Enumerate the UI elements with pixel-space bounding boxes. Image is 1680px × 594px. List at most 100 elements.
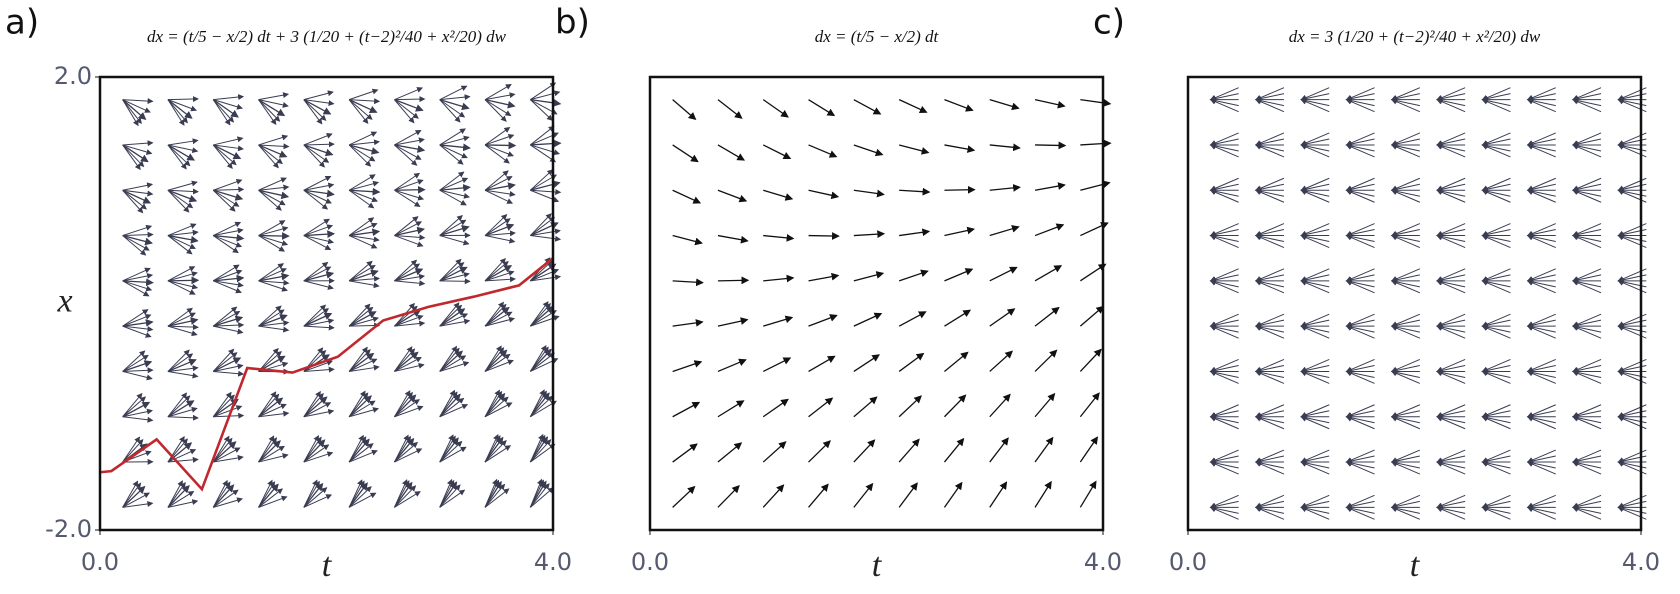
drift-arrow xyxy=(808,314,838,327)
noise-arrow xyxy=(1390,410,1420,419)
noise-arrow xyxy=(1436,410,1466,419)
noise-arrow xyxy=(258,99,281,122)
noise-arrow xyxy=(1345,364,1375,374)
noise-arrow xyxy=(1572,358,1602,373)
noise-arrow xyxy=(303,308,330,327)
noise-arrow xyxy=(439,171,465,191)
noise-arrow xyxy=(484,144,510,164)
noise-arrow xyxy=(393,479,408,508)
noise-arrow xyxy=(1345,415,1375,430)
drift-arrow xyxy=(1079,263,1107,282)
noise-arrow xyxy=(1572,404,1602,418)
drift-arrow xyxy=(899,187,931,196)
drift-arrow xyxy=(808,355,836,373)
noise-arrow xyxy=(1481,324,1511,333)
drift-arrow xyxy=(394,309,422,327)
drift-arrow xyxy=(898,311,927,327)
drift-arrow xyxy=(1034,182,1066,191)
drift-arrow xyxy=(898,269,929,282)
drift-arrow xyxy=(167,442,193,463)
noise-arrow xyxy=(1345,93,1375,102)
noise-arrow xyxy=(1436,138,1466,147)
noise-arrow xyxy=(484,389,500,417)
drift-arrow xyxy=(1034,265,1063,282)
noise-arrow xyxy=(1481,143,1511,152)
noise-arrow xyxy=(1254,364,1285,374)
noise-arrow xyxy=(1481,93,1511,102)
noise-arrow xyxy=(1481,505,1511,514)
noise-arrow xyxy=(213,311,241,327)
noise-arrow xyxy=(1345,461,1375,475)
noise-arrow xyxy=(167,392,188,418)
drift-arrow xyxy=(258,440,281,463)
noise-arrow xyxy=(439,177,469,191)
noise-arrow xyxy=(122,144,153,155)
noise-arrow xyxy=(1300,414,1330,424)
noise-arrow xyxy=(1390,364,1420,374)
noise-arrow xyxy=(1481,461,1511,475)
drift-arrow xyxy=(762,144,792,159)
chart-title: dx = 3 (1/20 + (t−2)²/40 + x²/20) dw xyxy=(1289,27,1541,46)
drift-arrow xyxy=(349,228,381,237)
noise-arrow xyxy=(348,264,376,282)
noise-arrow xyxy=(1572,455,1602,464)
noise-arrow xyxy=(122,144,141,171)
noise-arrow xyxy=(1300,177,1330,192)
drift-arrow xyxy=(439,437,459,463)
noise-arrow xyxy=(122,396,147,418)
noise-arrow xyxy=(1572,98,1602,113)
panel-label: c) xyxy=(1093,3,1125,43)
noise-arrow xyxy=(1526,369,1556,378)
drift-arrow xyxy=(989,350,1014,372)
noise-arrow xyxy=(1300,98,1330,113)
noise-arrow xyxy=(1255,370,1285,384)
noise-arrow xyxy=(394,390,411,418)
noise-arrow xyxy=(258,479,273,508)
noise-arrow xyxy=(1436,404,1466,418)
noise-arrow xyxy=(258,305,282,327)
noise-arrow xyxy=(1526,449,1556,463)
noise-arrow xyxy=(348,144,376,162)
noise-arrow xyxy=(1436,132,1466,146)
noise-arrow xyxy=(258,391,277,418)
noise-arrow xyxy=(530,169,554,191)
noise-arrow xyxy=(1345,87,1375,101)
noise-arrow xyxy=(1481,177,1511,192)
noise-arrow xyxy=(1345,229,1375,238)
noise-arrow xyxy=(1345,324,1375,333)
noise-arrow xyxy=(1209,455,1239,464)
noise-arrow xyxy=(484,133,515,146)
noise-arrow xyxy=(1572,183,1602,193)
noise-arrow xyxy=(258,403,287,418)
noise-arrow xyxy=(213,497,243,508)
noise-arrow xyxy=(1481,87,1511,101)
noise-arrow xyxy=(303,266,332,282)
noise-arrow xyxy=(1390,87,1421,101)
noise-arrow xyxy=(122,314,152,327)
noise-arrow xyxy=(258,99,289,108)
noise-arrow xyxy=(1254,369,1285,378)
noise-arrow xyxy=(439,128,466,146)
panel-label: a) xyxy=(5,3,39,43)
noise-arrow xyxy=(167,180,198,191)
noise-arrow xyxy=(1254,188,1285,197)
noise-arrow xyxy=(303,479,318,508)
noise-arrow xyxy=(303,99,327,121)
noise-arrow xyxy=(212,435,230,463)
drift-arrow xyxy=(1080,139,1112,148)
noise-arrow xyxy=(1209,358,1239,373)
noise-arrow xyxy=(394,348,416,372)
noise-arrow xyxy=(1300,404,1330,418)
noise-arrow xyxy=(1390,500,1420,510)
noise-arrow xyxy=(439,489,466,508)
noise-arrow xyxy=(1572,325,1602,339)
noise-arrow xyxy=(212,352,238,372)
noise-arrow xyxy=(1300,410,1330,419)
drift-arrow xyxy=(439,481,458,508)
drift-arrow xyxy=(672,234,703,246)
noise-arrow xyxy=(1481,449,1511,463)
drift-arrow xyxy=(853,354,880,372)
noise-arrow xyxy=(439,189,467,206)
noise-arrow xyxy=(1572,132,1602,146)
noise-arrow xyxy=(213,370,245,377)
